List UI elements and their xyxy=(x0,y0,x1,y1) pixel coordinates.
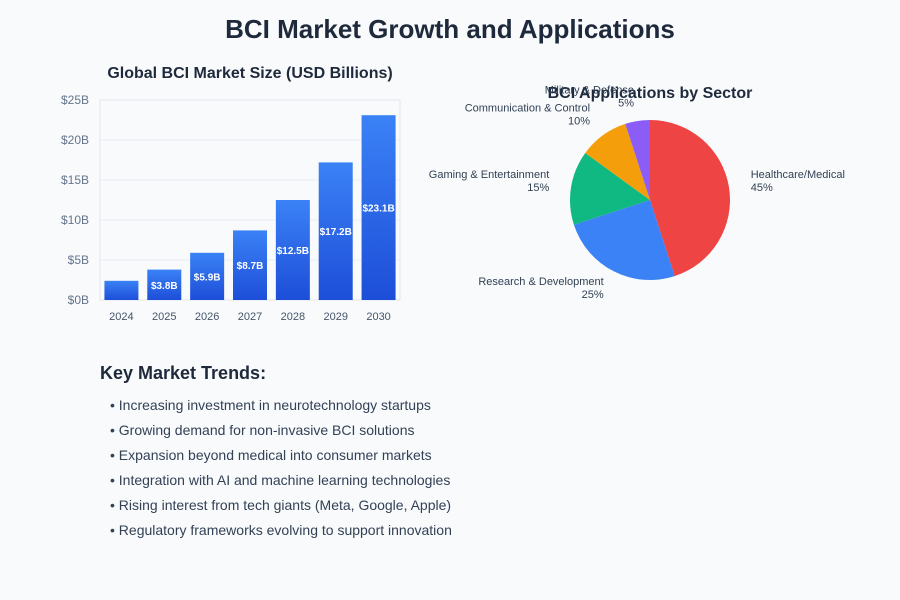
x-tick-label: 2024 xyxy=(109,311,133,323)
bar-data-label: $5.9B xyxy=(194,272,221,283)
bar-2026 xyxy=(190,252,225,300)
pie-slice-1 xyxy=(573,200,675,281)
bar-2030 xyxy=(361,115,396,300)
bar-2027 xyxy=(233,230,267,300)
x-tick-label: 2026 xyxy=(195,311,219,323)
bar-data-label: $12.5B xyxy=(277,246,309,257)
pie-chart-title: BCI Applications by Sector xyxy=(547,85,753,102)
pie-label: Military & Defense xyxy=(545,84,634,96)
x-tick-label: 2027 xyxy=(238,311,262,323)
bar-2024 xyxy=(104,280,139,300)
bar-data-label: $23.1B xyxy=(362,204,394,215)
x-tick-label: 2030 xyxy=(366,311,390,323)
pie-slice-2 xyxy=(570,152,650,225)
trend-item: • Increasing investment in neurotechnolo… xyxy=(110,397,431,413)
bar-data-label: $17.2B xyxy=(320,227,352,238)
pie-slice-4 xyxy=(625,120,650,200)
trend-item: • Regulatory frameworks evolving to supp… xyxy=(110,522,452,538)
pie-slice-3 xyxy=(585,123,650,200)
bar-data-label: $8.7B xyxy=(237,261,264,272)
bar-chart-title: Global BCI Market Size (USD Billions) xyxy=(107,65,393,82)
pie-slice-0 xyxy=(650,120,731,277)
bar-data-label: $3.8B xyxy=(151,281,178,292)
page-title: BCI Market Growth and Applications xyxy=(225,14,675,44)
bar-2025 xyxy=(147,269,182,300)
pie-label: Healthcare/Medical xyxy=(751,169,845,181)
y-tick-label: $5B xyxy=(68,253,89,267)
pie-label: Research & Development xyxy=(478,276,603,288)
pie-value-label: 25% xyxy=(582,289,604,301)
trend-item: • Integration with AI and machine learni… xyxy=(110,472,451,488)
y-tick-label: $15B xyxy=(61,173,89,187)
bar-2028 xyxy=(275,200,310,300)
trends-list: • Increasing investment in neurotechnolo… xyxy=(110,394,452,544)
y-tick-label: $0B xyxy=(68,293,89,307)
pie-value-label: 5% xyxy=(618,97,634,109)
x-tick-label: 2028 xyxy=(281,311,305,323)
trends-heading: Key Market Trends: xyxy=(100,363,267,383)
pie-value-label: 10% xyxy=(568,115,590,127)
bar-chart: $0B $5B $10B $15B $20B $25B 2024 $3.8B 2025 $5.9B… xyxy=(61,93,401,323)
trend-item: • Expansion beyond medical into consumer… xyxy=(110,447,432,463)
y-tick-label: $20B xyxy=(61,133,89,147)
y-tick-label: $10B xyxy=(61,213,89,227)
pie-label: Communication & Control xyxy=(465,102,590,114)
pie-value-label: 15% xyxy=(527,182,549,194)
x-tick-label: 2029 xyxy=(323,311,347,323)
bar-2029 xyxy=(318,162,353,300)
pie-value-label: 45% xyxy=(751,182,773,194)
trend-item: • Growing demand for non-invasive BCI so… xyxy=(110,422,415,438)
y-tick-label: $25B xyxy=(61,93,89,107)
x-tick-label: 2025 xyxy=(152,311,176,323)
pie-label: Gaming & Entertainment xyxy=(429,169,549,181)
trend-item: • Rising interest from tech giants (Meta… xyxy=(110,497,452,513)
